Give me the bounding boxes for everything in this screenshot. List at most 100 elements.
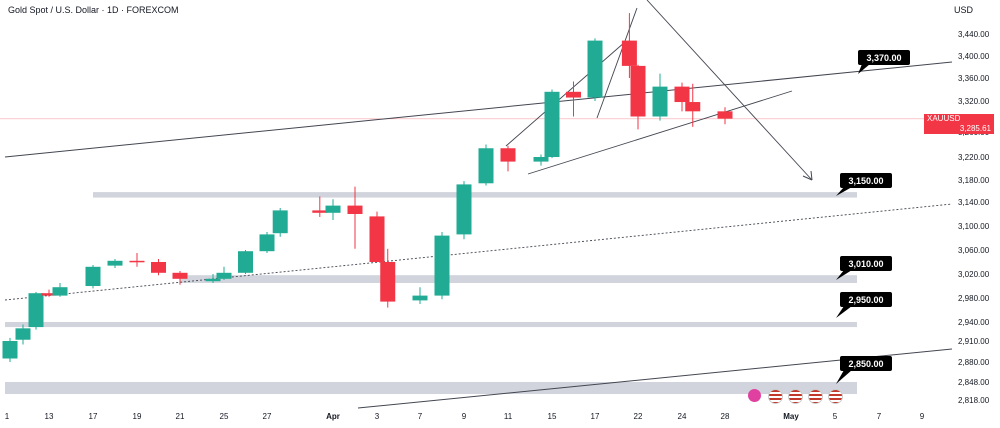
price-callout[interactable]: 3,150.00: [836, 173, 892, 196]
x-tick-label: 27: [263, 412, 272, 421]
candle-body[interactable]: [259, 234, 275, 252]
x-axis[interactable]: 1 13 17 19 21 25 27 Apr 3 7 9 11 15 17 22 24 28 May 5 7 9: [5, 412, 925, 421]
arrow-head-icon: [802, 170, 813, 181]
candle-body[interactable]: [28, 293, 44, 328]
candle-body[interactable]: [312, 210, 328, 213]
event-us-flag-icon[interactable]: [768, 389, 783, 404]
callout-pointer: [858, 64, 870, 74]
callout-pointer: [836, 187, 852, 196]
support-zone[interactable]: [5, 382, 857, 394]
projection-line-down[interactable]: [646, 0, 813, 181]
callout-box: [840, 256, 892, 271]
candle-body[interactable]: [717, 111, 733, 119]
x-tick-label: 5: [833, 412, 838, 421]
support-zone[interactable]: [5, 322, 857, 328]
price-tag-countdown: 12:53:50: [927, 134, 959, 143]
y-tick-label: 2,980.00: [958, 294, 990, 303]
currency-label[interactable]: USD: [954, 5, 974, 15]
price-callout[interactable]: 2,850.00: [836, 356, 892, 384]
x-tick-label: 3: [375, 412, 380, 421]
price-tag-symbol: XAUUSD: [927, 114, 961, 123]
candle-body[interactable]: [380, 262, 396, 302]
x-tick-label: 21: [176, 412, 185, 421]
candle-body[interactable]: [2, 341, 18, 359]
support-zones: [5, 192, 857, 394]
candle-body[interactable]: [587, 40, 603, 98]
candle-body[interactable]: [566, 91, 581, 98]
y-tick-label: 3,320.00: [958, 97, 990, 106]
y-tick-label: 3,020.00: [958, 270, 990, 279]
dotted-trendline[interactable]: [4, 203, 953, 301]
callout-label: 2,950.00: [848, 295, 883, 305]
y-tick-label: 3,220.00: [958, 153, 990, 162]
upper-trendline[interactable]: [4, 61, 953, 158]
candle-body[interactable]: [272, 210, 288, 234]
y-tick-label: 2,910.00: [958, 337, 990, 346]
candle-body[interactable]: [412, 295, 428, 301]
event-us-flag-icon[interactable]: [788, 389, 803, 404]
x-tick-label: 1: [5, 412, 10, 421]
candle-body[interactable]: [216, 272, 232, 279]
candle-body[interactable]: [500, 148, 516, 162]
candle-body[interactable]: [533, 157, 549, 162]
candle-body[interactable]: [685, 102, 701, 112]
y-axis[interactable]: 2,818.00 2,848.00 2,880.00 2,910.00 2,940.00…: [958, 30, 990, 405]
price-callouts: 3,370.00 3,150.00 3,010.00 2,950.00 2,850.00: [836, 50, 910, 384]
y-tick-label: 3,060.00: [958, 246, 990, 255]
callout-pointer: [836, 306, 852, 318]
x-tick-label: 24: [678, 412, 687, 421]
current-price-tag: XAUUSD 3,285.61 12:53:50: [924, 114, 994, 143]
candle-body[interactable]: [172, 272, 188, 279]
candle-body[interactable]: [434, 235, 450, 296]
candle-body[interactable]: [630, 65, 646, 117]
projection-line-up[interactable]: [596, 7, 638, 119]
y-tick-label: 3,100.00: [958, 222, 990, 231]
support-zone[interactable]: [180, 275, 857, 283]
y-tick-label: 3,360.00: [958, 74, 990, 83]
price-callout[interactable]: 3,370.00: [858, 50, 910, 74]
callout-label: 3,010.00: [848, 259, 883, 269]
callout-box: [840, 292, 892, 307]
candle-body[interactable]: [621, 40, 637, 66]
callout-pointer: [836, 270, 852, 280]
callout-box: [840, 356, 892, 371]
y-tick-label: 3,140.00: [958, 198, 990, 207]
candle-body[interactable]: [151, 262, 166, 273]
y-tick-label: 2,880.00: [958, 358, 990, 367]
candle-body[interactable]: [325, 205, 341, 213]
candle-body[interactable]: [52, 287, 68, 296]
candle-body[interactable]: [456, 184, 472, 235]
candle-body[interactable]: [129, 260, 145, 263]
y-tick-label: 3,440.00: [958, 30, 990, 39]
candle-body[interactable]: [674, 86, 690, 103]
event-flash-icon[interactable]: [748, 389, 761, 402]
candles: [2, 13, 733, 362]
candle-body[interactable]: [41, 293, 57, 296]
price-callout[interactable]: 3,010.00: [836, 256, 892, 280]
candle-body[interactable]: [347, 205, 363, 214]
wedge-lower-line[interactable]: [527, 90, 793, 175]
candle-body[interactable]: [85, 266, 101, 286]
x-tick-label: 17: [89, 412, 98, 421]
support-zone[interactable]: [93, 192, 857, 198]
y-tick-label: 3,400.00: [958, 52, 990, 61]
x-tick-label: Apr: [326, 412, 340, 421]
callout-box: [840, 173, 892, 188]
x-tick-label: 11: [504, 412, 513, 421]
candle-body[interactable]: [107, 260, 123, 266]
candle-body[interactable]: [15, 328, 31, 340]
candle-body[interactable]: [478, 148, 494, 184]
wedge-upper-line[interactable]: [505, 41, 626, 147]
candle-body[interactable]: [205, 278, 221, 282]
y-tick-label: 2,848.00: [958, 378, 990, 387]
candle-body[interactable]: [652, 86, 668, 117]
candle-body[interactable]: [238, 251, 253, 273]
price-callout[interactable]: 2,950.00: [836, 292, 892, 318]
candle-body[interactable]: [544, 91, 560, 157]
x-tick-label: 7: [877, 412, 882, 421]
event-us-flag-icon[interactable]: [808, 389, 823, 404]
candle-body[interactable]: [369, 216, 385, 262]
y-tick-label: 3,180.00: [958, 176, 990, 185]
event-us-flag-icon[interactable]: [828, 389, 843, 404]
